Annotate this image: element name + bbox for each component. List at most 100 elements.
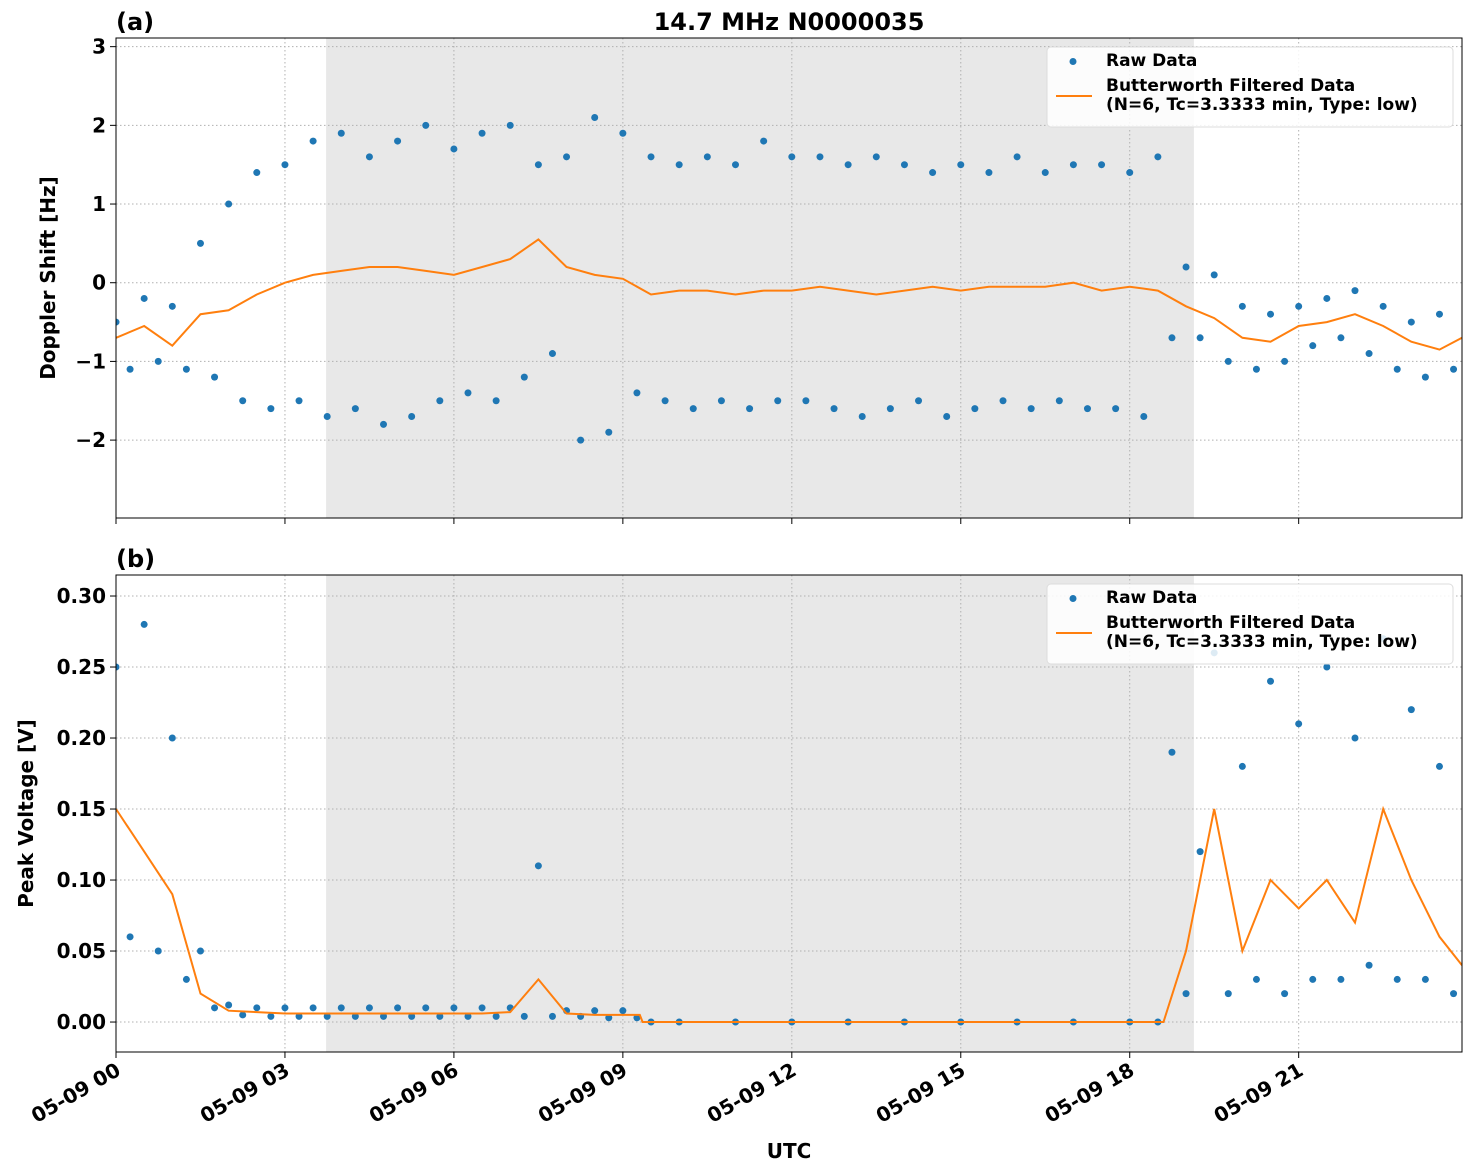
x-tick-label: 05-09 12 (703, 1058, 801, 1128)
raw-point (1295, 302, 1303, 310)
plot-area (116, 620, 1462, 1026)
x-tick-label: 05-09 00 (27, 1058, 125, 1128)
raw-point (548, 350, 556, 358)
raw-point (168, 734, 176, 742)
raw-point (394, 1004, 402, 1012)
raw-point (957, 161, 965, 169)
raw-point (1281, 990, 1289, 998)
y-tick-label: 0.25 (57, 655, 106, 679)
y-axis-label: Peak Voltage [V] (14, 719, 38, 908)
raw-point (1267, 310, 1275, 318)
legend-box (1046, 46, 1454, 128)
raw-point (534, 862, 542, 870)
raw-point (309, 1004, 317, 1012)
chart-title: 14.7 MHz N0000035 (654, 8, 925, 36)
raw-point (1365, 961, 1373, 969)
raw-point (1182, 263, 1190, 271)
raw-point (154, 947, 162, 955)
raw-point (394, 137, 402, 145)
raw-point (886, 405, 894, 413)
raw-point (436, 397, 444, 405)
raw-point (225, 1001, 233, 1009)
raw-point (1309, 342, 1317, 350)
raw-point (1309, 975, 1317, 983)
y-tick-label: 0 (92, 271, 106, 295)
raw-point (1323, 294, 1331, 302)
raw-point (985, 169, 993, 177)
raw-point (1379, 302, 1387, 310)
raw-point (1267, 677, 1275, 685)
raw-point (196, 239, 204, 247)
y-tick-label: 0.00 (57, 1010, 106, 1034)
raw-point (591, 113, 599, 121)
raw-point (1196, 334, 1204, 342)
filtered-line (116, 238, 1462, 351)
raw-point (605, 1014, 613, 1022)
raw-point (478, 129, 486, 137)
raw-point (1154, 153, 1162, 161)
raw-point (605, 428, 613, 436)
x-axis-label: UTC (767, 1139, 812, 1163)
raw-point (168, 302, 176, 310)
raw-point (633, 1014, 641, 1022)
raw-point (154, 357, 162, 365)
y-tick-label: 0.30 (57, 584, 106, 608)
raw-point (450, 1004, 458, 1012)
raw-point (281, 1004, 289, 1012)
raw-point (422, 1004, 430, 1012)
raw-point (746, 405, 754, 413)
raw-point (1168, 334, 1176, 342)
raw-point (900, 161, 908, 169)
raw-point (1041, 169, 1049, 177)
raw-point (1393, 365, 1401, 373)
legend-label: Butterworth Filtered Data (N=6, Tc=3.333… (1106, 613, 1418, 652)
y-tick-label: −2 (75, 428, 106, 452)
raw-point (422, 121, 430, 129)
raw-point (774, 397, 782, 405)
legend-label: Raw Data (1106, 51, 1198, 71)
raw-point (633, 389, 641, 397)
raw-point (1450, 365, 1458, 373)
legend-label: Raw Data (1106, 588, 1198, 608)
raw-point (116, 318, 120, 326)
x-tick-label: 05-09 21 (1210, 1058, 1308, 1128)
raw-point (548, 1012, 556, 1020)
legend-box (1046, 583, 1454, 665)
raw-point (1337, 975, 1345, 983)
raw-point (661, 397, 669, 405)
y-axis-label: Doppler Shift [Hz] (36, 176, 60, 380)
raw-point (1407, 318, 1415, 326)
raw-point (281, 161, 289, 169)
raw-point (1069, 161, 1077, 169)
raw-point (1112, 405, 1120, 413)
y-tick-label: 0.15 (57, 797, 106, 821)
x-tick-label: 05-09 18 (1041, 1058, 1139, 1128)
raw-point (1435, 310, 1443, 318)
raw-point (380, 1012, 388, 1020)
raw-point (619, 1007, 627, 1015)
raw-point (1393, 975, 1401, 983)
raw-point (1238, 762, 1246, 770)
legend-marker (1069, 595, 1077, 602)
raw-point (619, 129, 627, 137)
legend-marker (1069, 58, 1077, 65)
raw-point (1196, 848, 1204, 856)
y-tick-label: 3 (92, 35, 106, 59)
raw-point (1252, 975, 1260, 983)
y-tick-label: 0.20 (57, 726, 106, 750)
y-tick-label: 0.10 (57, 868, 106, 892)
raw-point (1295, 720, 1303, 728)
raw-point (140, 620, 148, 628)
raw-point (816, 153, 824, 161)
raw-point (563, 153, 571, 161)
raw-point (380, 420, 388, 428)
raw-point (182, 975, 190, 983)
raw-point (520, 373, 528, 381)
raw-point (1450, 990, 1458, 998)
x-tick-label: 05-09 09 (534, 1058, 632, 1128)
raw-point (1407, 706, 1415, 714)
raw-point (408, 1012, 416, 1020)
raw-point (309, 137, 317, 145)
